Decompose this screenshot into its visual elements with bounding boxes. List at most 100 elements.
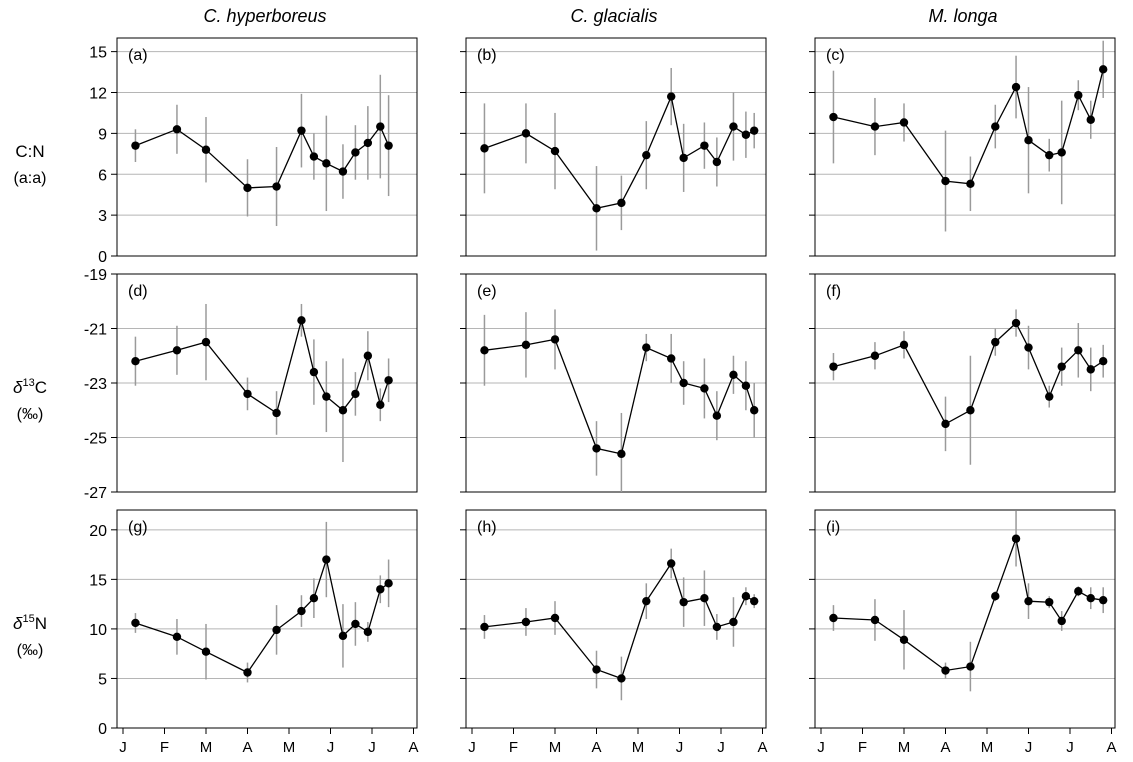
data-point	[1011, 534, 1021, 543]
panel-b: (b)	[460, 37, 767, 257]
data-point	[700, 384, 709, 393]
row-label-d13c: δ13C	[13, 377, 47, 397]
data-point	[172, 632, 182, 642]
y-tick-label: -25	[84, 431, 107, 448]
data-point	[642, 596, 651, 606]
data-point	[172, 346, 182, 355]
data-point	[376, 122, 385, 131]
panel-frame	[465, 37, 767, 257]
panel-label: (e)	[477, 283, 497, 300]
data-point	[201, 647, 211, 656]
x-tick-label: J	[468, 739, 476, 756]
data-point	[592, 204, 601, 213]
data-point	[966, 406, 975, 415]
data-point	[1074, 346, 1083, 355]
data-point	[309, 367, 319, 377]
x-tick-label: A	[408, 739, 418, 756]
y-tick-label: 20	[89, 523, 107, 540]
data-point	[991, 122, 1000, 131]
data-point	[1045, 597, 1054, 607]
data-point	[243, 183, 252, 193]
data-point	[338, 167, 348, 176]
y-tick-label: 15	[89, 572, 107, 589]
data-point	[941, 419, 950, 429]
data-point	[741, 592, 751, 601]
panel-frame	[116, 273, 418, 493]
x-tick-label: A	[940, 739, 950, 756]
data-point	[480, 144, 489, 153]
data-point	[1024, 596, 1033, 606]
data-point	[870, 351, 880, 360]
x-tick-label: M	[200, 739, 213, 756]
data-point	[679, 378, 688, 388]
data-point	[592, 665, 601, 674]
series-line	[484, 338, 755, 455]
data-point	[642, 343, 651, 352]
data-point	[617, 198, 626, 208]
panel-label: (d)	[128, 283, 148, 300]
data-point	[750, 126, 759, 135]
data-point	[941, 666, 950, 675]
panel-label: (h)	[477, 519, 497, 536]
data-point	[1024, 343, 1033, 352]
data-point	[480, 622, 489, 632]
data-point	[899, 118, 909, 127]
data-point	[1057, 616, 1066, 626]
y-tick-label: -23	[84, 376, 107, 393]
data-point	[712, 411, 722, 420]
row-label-cn: C:N	[15, 142, 44, 161]
data-point	[338, 406, 348, 415]
data-point	[351, 619, 360, 629]
row-label-d15n-unit: (‰)	[17, 642, 44, 659]
y-tick-label: 12	[89, 86, 107, 103]
panel-label: (c)	[826, 47, 845, 64]
series-line	[135, 125, 390, 189]
data-point	[700, 593, 709, 603]
panel-label: (g)	[128, 519, 148, 536]
x-tick-label: A	[1106, 739, 1116, 756]
data-point	[1024, 135, 1033, 145]
panel-frame	[814, 273, 1116, 493]
data-point	[1057, 148, 1066, 157]
data-point	[376, 585, 385, 594]
data-point	[1057, 362, 1066, 371]
data-point	[384, 376, 393, 385]
data-point	[550, 146, 560, 156]
data-point	[829, 112, 838, 122]
data-point	[966, 662, 975, 671]
x-tick-label: J	[817, 739, 825, 756]
data-point	[309, 593, 319, 603]
panel-frame	[116, 37, 418, 257]
x-tick-label: J	[119, 739, 127, 756]
x-tick-label: J	[327, 739, 335, 756]
data-point	[272, 182, 281, 191]
data-point	[1011, 318, 1021, 328]
series-line	[135, 320, 390, 415]
y-tick-label: 0	[98, 249, 107, 266]
data-point	[201, 145, 211, 154]
data-point	[322, 392, 331, 401]
data-point	[480, 346, 489, 355]
data-point	[1086, 115, 1095, 124]
x-tick-label: J	[1025, 739, 1033, 756]
y-tick-label: 0	[98, 721, 107, 738]
data-point	[941, 176, 950, 186]
data-point	[712, 157, 722, 167]
panel-frame	[814, 509, 1116, 729]
y-tick-label: -21	[84, 322, 107, 339]
panels: 0 3 6 9 12 15 (a) (b) (c) -27 -25 -23 -21 -19 (d) (e) (f…	[84, 37, 1117, 756]
data-point	[297, 126, 306, 135]
data-point	[1074, 587, 1083, 596]
y-tick-label: 3	[98, 208, 107, 225]
y-tick-label: 5	[98, 671, 107, 688]
data-point	[679, 153, 688, 163]
data-point	[667, 354, 676, 363]
x-tick-label: M	[283, 739, 296, 756]
panel-label: (a)	[128, 47, 148, 64]
data-point	[322, 159, 331, 168]
data-point	[243, 389, 252, 399]
data-point	[870, 122, 880, 131]
column-title-1: C. hyperboreus	[203, 6, 326, 26]
data-point	[338, 631, 348, 641]
